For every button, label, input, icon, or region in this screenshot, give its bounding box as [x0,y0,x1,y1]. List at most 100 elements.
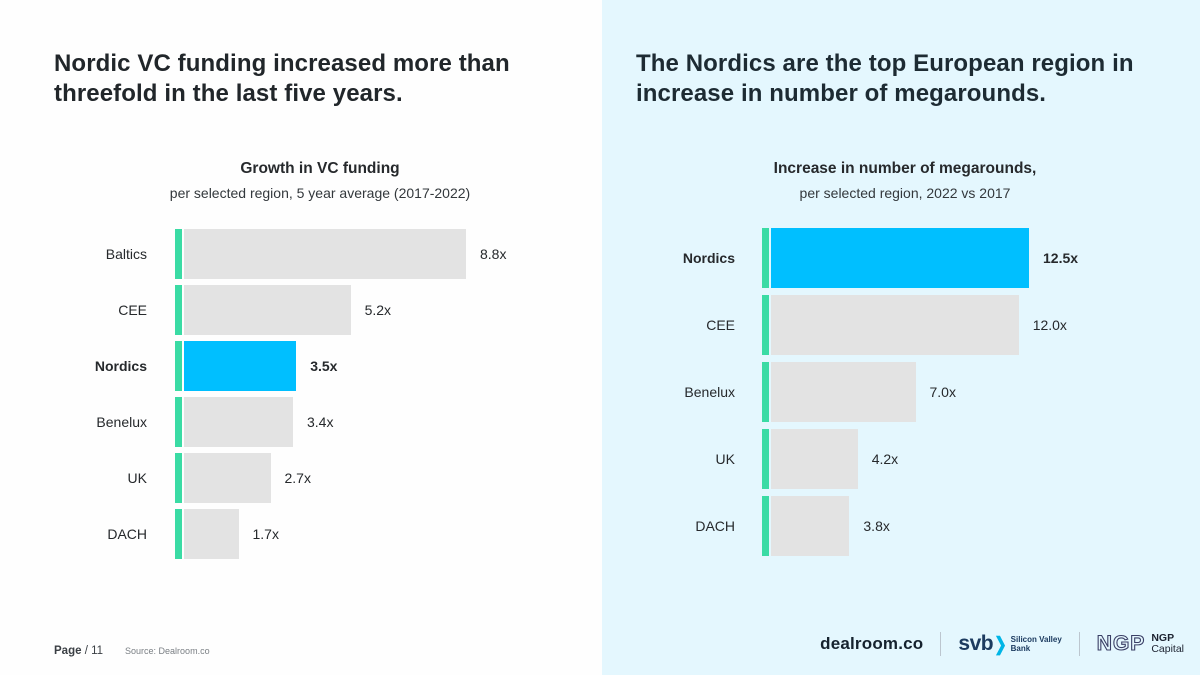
bar-row: DACH 3.8x [640,492,1078,559]
left-chart-title: Growth in VC funding [240,160,400,177]
bar-track: 12.0x [762,294,1067,355]
svb-bank-name: Silicon Valley Bank [1011,635,1062,653]
svb-chevron-icon: ❯ [994,634,1007,656]
bar-row: UK 4.2x [640,425,1078,492]
logo-divider [940,632,942,656]
bar [771,227,1029,288]
bar [184,341,297,391]
value-label: 12.0x [1032,316,1067,333]
value-label: 2.7x [284,470,311,486]
value-label: 1.7x [252,526,279,542]
page-footer: Page / 11 Source: Dealroom.co [54,645,210,657]
right-headline-line1: The Nordics are the top European region … [636,50,1134,77]
bar-accent-stripe [762,227,769,288]
bar [771,495,850,556]
bar [184,397,293,447]
svb-name-line2: Bank [1010,644,1031,653]
bar-track: 1.7x [175,509,279,559]
bar-accent-stripe [762,361,769,422]
bar-row: Nordics 12.5x [640,224,1078,291]
bar-accent-stripe [175,509,182,559]
bar-track: 8.8x [175,229,506,279]
category-label: CEE [118,302,147,318]
left-headline-line1: Nordic VC funding increased more than [54,50,510,77]
right-bar-chart: Nordics 12.5x CEE 12.0x Benelux 7.0x UK 4.2x DAC… [640,224,1078,559]
bar-row: Benelux 7.0x [640,358,1078,425]
ngp-logo: NGP NGP Capital [1096,631,1184,656]
bar-accent-stripe [762,495,769,556]
value-label: 4.2x [871,450,899,467]
bar-row: Nordics 3.5x [54,338,506,394]
logo-divider [1078,632,1080,656]
bar-accent-stripe [175,229,182,279]
bar-accent-stripe [175,453,182,503]
page-number: / 11 [84,645,104,657]
value-label: 7.0x [929,383,956,400]
bar [771,428,858,489]
value-label: 3.8x [863,517,890,534]
svb-name-line1: Silicon Valley [1010,635,1062,644]
bar [184,509,239,559]
bar-accent-stripe [175,341,182,391]
bar-row: Baltics 8.8x [54,226,506,282]
category-label: Nordics [682,249,735,266]
bar [184,229,466,279]
right-chart-title: Increase in number of megarounds, [773,160,1037,177]
left-panel: Nordic VC funding increased more than th… [40,49,600,657]
category-label: Benelux [684,383,735,400]
left-bar-chart: Baltics 8.8x CEE 5.2x Nordics 3.5x Benelux 3.4x… [54,226,506,562]
bar-row: CEE 12.0x [640,291,1078,358]
source-label: Source: Dealroom.co [125,646,210,656]
svb-logo: svb ❯ Silicon Valley Bank [958,632,1061,656]
category-label: DACH [695,517,735,534]
left-chart-subtitle: per selected region, 5 year average (201… [169,185,471,201]
ngp-monogram-icon: NGP [1096,631,1146,655]
partner-logos: dealroom.co svb ❯ Silicon Valley Bank NG… [820,627,1184,661]
value-label: 12.5x [1043,249,1079,266]
right-headline: The Nordics are the top European region … [636,49,1166,109]
value-label: 3.5x [310,358,338,374]
bar [184,453,271,503]
bar-track: 4.2x [762,428,899,489]
category-label: Benelux [96,414,147,430]
bar-accent-stripe [175,285,182,335]
bar-track: 3.4x [175,397,333,447]
bar-accent-stripe [762,428,769,489]
right-panel: The Nordics are the top European region … [602,0,1200,675]
dealroom-logo: dealroom.co [820,634,924,653]
category-label: UK [715,450,735,467]
bar-track: 5.2x [175,285,391,335]
bar [771,294,1019,355]
bar-row: DACH 1.7x [54,506,506,562]
category-label: CEE [706,316,735,333]
value-label: 5.2x [364,302,392,318]
bar-row: Benelux 3.4x [54,394,506,450]
svb-wordmark: svb [958,632,994,655]
value-label: 3.4x [307,414,334,430]
bar-row: CEE 5.2x [54,282,506,338]
bar [771,361,916,422]
bar-accent-stripe [175,397,182,447]
bar-track: 2.7x [175,453,311,503]
ngp-name-line1: NGP [1151,631,1175,644]
category-label: UK [127,470,147,486]
bar [184,285,351,335]
category-label: DACH [107,526,147,542]
left-headline: Nordic VC funding increased more than th… [54,49,554,109]
page-word: Page [54,645,82,657]
left-chart-header: Growth in VC funding per selected region… [40,160,600,201]
right-chart-subtitle: per selected region, 2022 vs 2017 [799,185,1011,201]
ngp-capital-name: NGP Capital [1151,631,1184,656]
category-label: Baltics [105,246,147,262]
page-indicator: Page / 11 [54,645,103,657]
bar-track: 7.0x [762,361,956,422]
left-headline-line2: threefold in the last five years. [54,80,403,107]
right-chart-header: Increase in number of megarounds, per se… [640,160,1170,201]
bar-accent-stripe [762,294,769,355]
category-label: Nordics [94,358,147,374]
bar-track: 3.5x [175,341,337,391]
bar-track: 12.5x [762,227,1079,288]
ngp-name-line2: Capital [1151,643,1184,655]
right-headline-line2: increase in number of megarounds. [636,80,1047,107]
